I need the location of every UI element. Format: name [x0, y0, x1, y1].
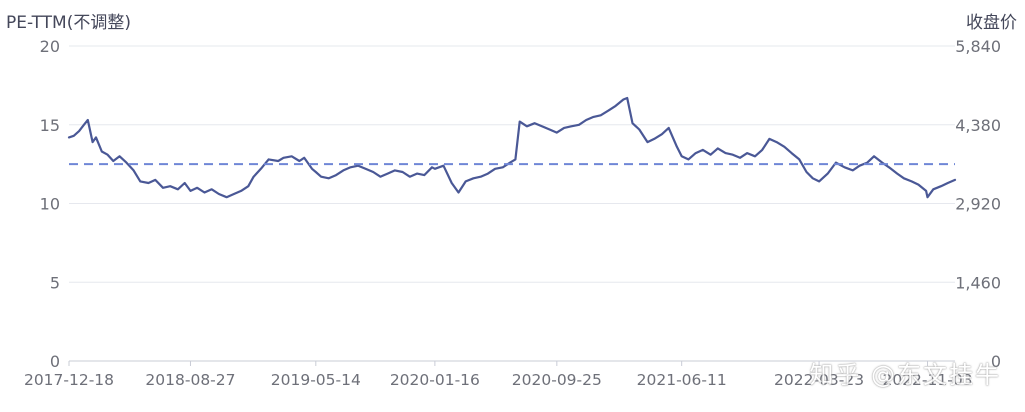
y2-tick-label: 0 — [991, 352, 1001, 371]
x-tick-label: 2020-01-16 — [390, 371, 480, 389]
y-tick-label: 10 — [40, 195, 60, 214]
y-tick-label: 20 — [40, 37, 60, 56]
pe-ttm-series-line — [67, 96, 957, 199]
y2-tick-label: 5,840 — [955, 37, 1001, 56]
x-tick-label: 2019-05-14 — [271, 371, 361, 389]
y2-tick-label: 4,380 — [955, 116, 1001, 135]
x-tick-label: 2018-08-27 — [145, 371, 235, 389]
y-tick-label: 5 — [50, 273, 60, 292]
y-tick-label: 0 — [50, 352, 60, 371]
x-tick-label: 2021-06-11 — [637, 371, 727, 389]
x-tick-label: 2022-11-03 — [882, 371, 972, 389]
x-tick-label: 2020-09-25 — [512, 371, 602, 389]
y2-tick-label: 2,920 — [955, 195, 1001, 214]
y2-tick-label: 1,460 — [955, 273, 1001, 292]
right-axis-title: 收盘价 — [966, 13, 1017, 33]
watermark-text: 知乎 @东文挂牛 — [809, 361, 1001, 389]
x-tick-label: 2022-03-23 — [774, 371, 864, 389]
x-tick-label: 2017-12-18 — [24, 371, 114, 389]
left-axis-title: PE-TTM(不调整) — [6, 13, 131, 33]
y-tick-label: 15 — [40, 116, 60, 135]
